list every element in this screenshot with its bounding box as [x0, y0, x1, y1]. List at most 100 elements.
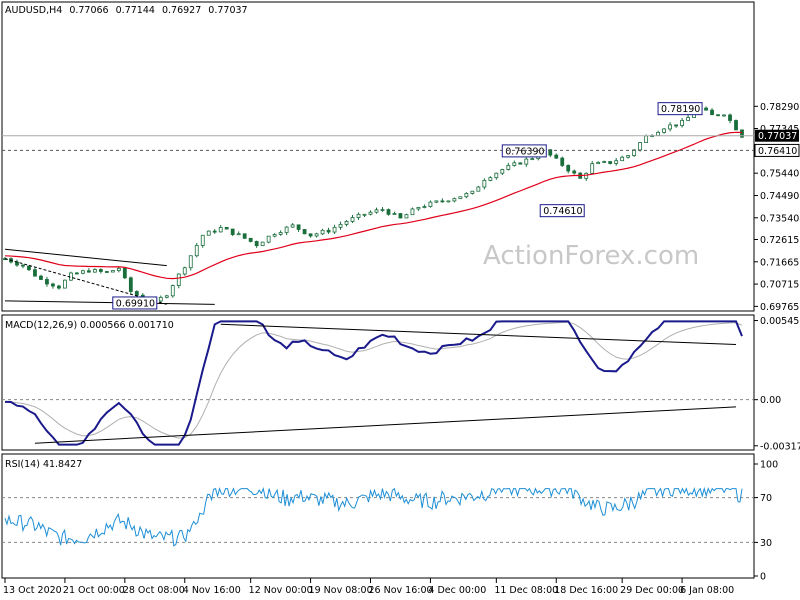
candle [374, 209, 379, 213]
candle [92, 269, 97, 273]
candle [386, 209, 391, 215]
price-tick-label: 0.77345 [760, 124, 799, 135]
candle [494, 172, 499, 179]
candle [482, 179, 487, 188]
candle [33, 269, 37, 277]
candle [626, 155, 631, 158]
candle [296, 224, 301, 230]
candle [224, 227, 229, 230]
candle [476, 186, 481, 192]
rsi-axis: 100 70 30 0 [754, 460, 778, 583]
price-axis: 0.78290 0.77345 0.75440 0.74490 0.73540 0.726… [2, 102, 800, 313]
current-price-label: 0.77037 [758, 131, 797, 142]
macd-tick-label: 0.005456 [760, 316, 800, 327]
candle [662, 128, 667, 133]
candle [39, 275, 43, 280]
candle [728, 114, 732, 121]
candle [734, 120, 738, 131]
candle [57, 285, 61, 289]
candle [86, 270, 91, 273]
candle [350, 217, 355, 222]
rsi-line [2, 486, 754, 547]
candle [446, 200, 451, 203]
candle [158, 296, 163, 302]
candle [368, 211, 373, 215]
annotation-label: 0.78190 [661, 104, 700, 115]
price-tick-label: 0.69765 [760, 302, 799, 313]
rsi-tick-label: 0 [760, 572, 766, 583]
time-tick-label: 18 Dec 16:00 [554, 585, 618, 596]
candle [272, 234, 277, 237]
macd-axis: 0.005456 0.00 -0.003178 [754, 316, 800, 452]
candle [614, 160, 619, 164]
rsi-panel: RSI(14) 41.8427 100 70 30 0 [1, 453, 778, 583]
candle [188, 255, 193, 269]
time-tick-label: 21 Oct 00:00 [63, 585, 125, 596]
macd-line [4, 320, 743, 446]
candle [620, 156, 625, 162]
candle [338, 223, 343, 228]
candle [470, 190, 475, 194]
candle [488, 177, 493, 181]
time-tick-label: 13 Oct 2020 [3, 585, 62, 596]
candle [194, 245, 199, 257]
candle [668, 124, 672, 130]
rsi-line-path [4, 486, 743, 547]
time-tick-label: 12 Nov 00:00 [249, 585, 313, 596]
candle [104, 271, 109, 273]
rsi-tick-label: 30 [760, 538, 772, 549]
candle [206, 230, 211, 236]
candle [674, 124, 678, 127]
candle [632, 149, 637, 156]
candle [332, 226, 337, 233]
candle [176, 273, 181, 287]
candle [134, 291, 139, 296]
candle [566, 165, 571, 172]
candle [554, 154, 559, 159]
time-tick-label: 29 Dec 00:00 [620, 585, 684, 596]
candle [404, 214, 409, 219]
candle [500, 169, 505, 174]
candle [590, 163, 595, 174]
candle [518, 162, 523, 165]
candle [740, 129, 744, 138]
candle [392, 213, 397, 215]
price-tick-label: 0.72615 [760, 235, 799, 246]
trendline [4, 248, 167, 267]
candle [314, 233, 319, 237]
price-panel: AUDUSD,H4 0.77066 0.77144 0.76927 0.7703… [1, 1, 800, 313]
candle [380, 209, 385, 211]
rsi-panel-header: RSI(14) 41.8427 [5, 459, 82, 470]
candle [440, 200, 445, 203]
price-tick-label: 0.78290 [760, 102, 799, 113]
candle [63, 279, 67, 289]
candle [116, 267, 121, 271]
candle [98, 269, 103, 272]
candle [182, 267, 187, 275]
candle [506, 165, 511, 170]
candle [260, 241, 265, 247]
candle [362, 213, 367, 216]
candle [344, 221, 349, 225]
time-tick-label: 26 Nov 16:00 [369, 585, 433, 596]
macd-trendline [34, 406, 737, 444]
candle [716, 114, 720, 117]
candle [638, 142, 643, 151]
annotation-box [657, 102, 703, 116]
price-tick-label: 0.71665 [760, 257, 799, 268]
trendline [4, 300, 215, 305]
macd-tick-label: -0.003178 [760, 441, 800, 452]
candle [51, 283, 55, 287]
candle [242, 233, 247, 239]
time-tick-label: 11 Dec 08:00 [494, 585, 558, 596]
support-price-box [754, 143, 800, 157]
candle [686, 117, 690, 121]
candle [122, 267, 127, 279]
candle [308, 233, 313, 237]
current-price-box [755, 129, 799, 142]
candle [290, 224, 295, 228]
candle [27, 265, 31, 271]
candle [416, 207, 421, 210]
candle [254, 241, 259, 247]
